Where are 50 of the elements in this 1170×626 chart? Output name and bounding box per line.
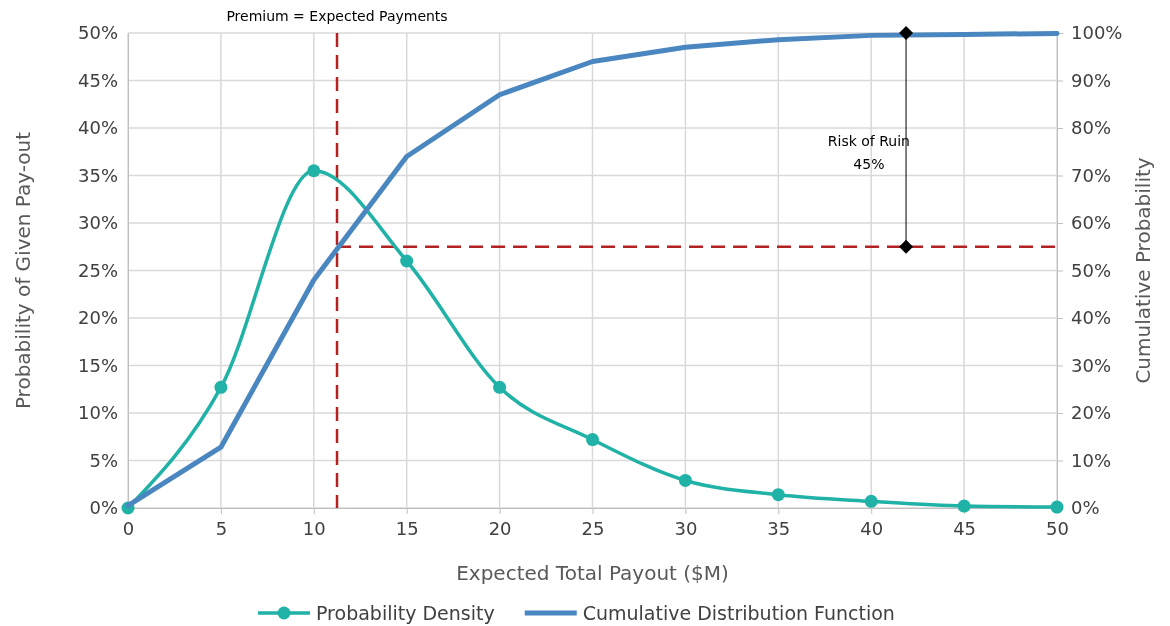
y2-tick-label: 10% [1071, 449, 1112, 471]
y2-tick-label: 30% [1071, 354, 1112, 376]
y-tick-label: 35% [77, 164, 118, 186]
y-tick-label: 40% [77, 117, 118, 139]
y-axis-title: Probability of Given Pay-out [11, 131, 35, 410]
point [214, 380, 228, 394]
y2-tick-label: 60% [1071, 212, 1112, 234]
point [1050, 500, 1064, 514]
y-tick-label: 30% [77, 212, 118, 234]
x-tick-label: 50 [1046, 517, 1069, 539]
ref-line-label: Premium = Expected Payments [226, 8, 448, 24]
legend-label: Probability Density [316, 602, 495, 624]
y2-tick-label: 40% [1071, 307, 1112, 329]
y-tick-label: 0% [89, 497, 118, 519]
y2-axis-title: Cumulative Probability [1131, 157, 1155, 384]
y2-tick-label: 90% [1071, 69, 1112, 91]
y-tick-label: 45% [77, 69, 118, 91]
y-tick-label: 20% [77, 307, 118, 329]
y2-tick-label: 100% [1071, 22, 1123, 44]
y-tick-label: 50% [77, 22, 118, 44]
y-tick-label: 25% [77, 259, 118, 281]
point [678, 473, 692, 487]
y-tick-label: 15% [77, 354, 118, 376]
point [957, 499, 971, 513]
legend-label: Cumulative Distribution Function [582, 602, 895, 624]
y2-tick-label: 0% [1071, 497, 1100, 519]
y2-tick-label: 50% [1071, 259, 1112, 281]
x-tick-label: 10 [302, 517, 326, 539]
x-tick-label: 15 [395, 517, 419, 539]
point [586, 433, 599, 447]
y2-tick-label: 80% [1071, 117, 1112, 139]
x-axis-title: Expected Total Payout ($M) [456, 561, 729, 585]
x-tick-label: 45 [953, 517, 977, 539]
y-tick-label: 5% [89, 449, 118, 471]
x-tick-label: 0 [122, 517, 135, 539]
x-tick-label: 30 [674, 517, 698, 539]
point [493, 380, 507, 394]
point [864, 494, 878, 508]
point [771, 488, 785, 502]
x-tick-label: 40 [860, 517, 884, 539]
x-tick-label: 25 [581, 517, 605, 539]
point [400, 254, 414, 268]
y-tick-label: 10% [77, 402, 118, 424]
y2-tick-label: 70% [1071, 164, 1112, 186]
x-tick-label: 35 [767, 517, 791, 539]
point [307, 164, 321, 178]
y2-tick-label: 20% [1071, 402, 1112, 424]
x-tick-label: 5 [215, 517, 228, 539]
annotation: Risk of Ruin 45% [827, 133, 910, 172]
x-tick-label: 20 [488, 517, 512, 539]
